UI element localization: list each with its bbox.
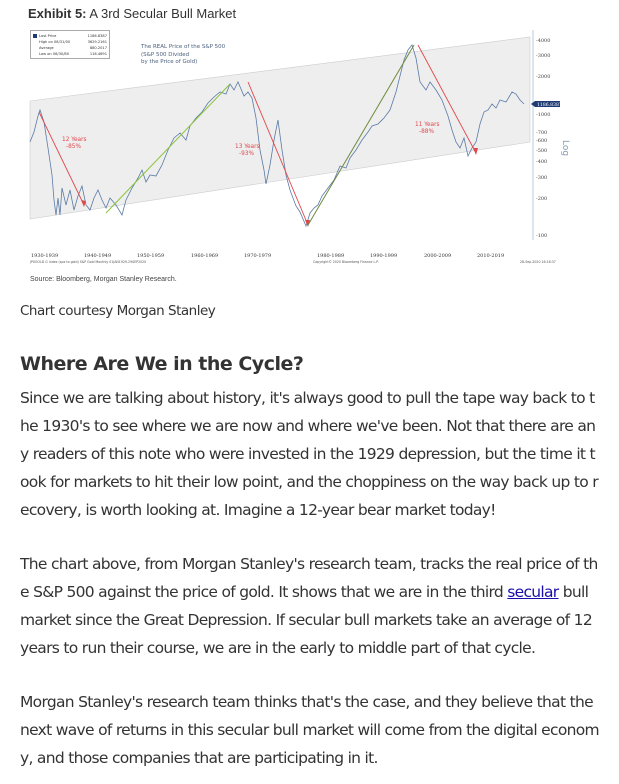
bear-arrow-1930s xyxy=(38,111,86,207)
annotation-88pct: -88% xyxy=(419,129,434,135)
svg-text:1940-1949: 1940-1949 xyxy=(84,253,111,259)
timestamp: 28-Sep-2020 16:18:37 xyxy=(520,260,556,264)
svg-text:-100: -100 xyxy=(536,233,547,239)
svg-text:1990-1999: 1990-1999 xyxy=(370,253,397,259)
bull-trend-1980s xyxy=(307,44,415,226)
svg-text:2010-2019: 2010-2019 xyxy=(477,253,504,259)
chart-legend: Last Price 1186.8387 High on 08/31/00 3629… xyxy=(30,30,110,59)
svg-text:-4000: -4000 xyxy=(536,38,550,44)
svg-text:1960-1969: 1960-1969 xyxy=(191,253,218,259)
exhibit-title-text: A 3rd Secular Bull Market xyxy=(89,6,237,21)
legend-item-last-price: Last Price 1186.8387 xyxy=(33,33,107,39)
section-heading: Where Are We in the Cycle? xyxy=(20,353,304,375)
svg-text:1980-1989: 1980-1989 xyxy=(317,253,344,259)
paragraph-3: Morgan Stanley's research team thinks th… xyxy=(20,693,600,767)
log-axis-label: Log xyxy=(560,140,570,156)
chart-source: Source: Bloomberg, Morgan Stanley Resear… xyxy=(30,276,177,283)
x-axis-labels: 1930-1939 1940-1949 1950-1959 1960-1969 … xyxy=(31,253,504,259)
svg-text:1970-1979: 1970-1979 xyxy=(244,253,271,259)
trend-channel xyxy=(29,36,531,220)
exhibit-label: Exhibit 5: xyxy=(28,6,87,21)
svg-text:1950-1959: 1950-1959 xyxy=(137,253,164,259)
y-ticks: -4000 -3000 -2000 -1000 -700 -600 -500 -… xyxy=(536,38,550,239)
annotation-85pct: -85% xyxy=(66,144,81,150)
legend-item-high: High on 08/31/00 3629.2161 xyxy=(39,40,107,44)
copyright: Copyright© 2020 Bloomberg Finance L.P. xyxy=(313,260,379,264)
svg-text:1186.8387: 1186.8387 xyxy=(537,102,562,108)
chart-credit: Chart courtesy Morgan Stanley xyxy=(20,303,216,319)
svg-text:-3000: -3000 xyxy=(536,53,550,59)
svg-text:-200: -200 xyxy=(536,196,547,202)
chart-plot: 12 Years -85% 13 Years -93% 11 Years -88… xyxy=(29,30,570,264)
price-line xyxy=(29,44,525,228)
annotation-13-years: 13 Years xyxy=(235,144,260,150)
svg-text:-2000: -2000 xyxy=(536,74,550,80)
annotation-93pct: -93% xyxy=(239,151,254,157)
exhibit-title: Exhibit 5: A 3rd Secular Bull Market xyxy=(28,6,236,21)
index-info: JPXGOLD G Index (spx to gold) S&P Gold M… xyxy=(29,260,146,264)
legend-swatch xyxy=(33,34,37,38)
last-price-tag: 1186.8387 xyxy=(531,101,562,108)
svg-text:-600: -600 xyxy=(536,138,547,144)
svg-text:1930-1939: 1930-1939 xyxy=(31,253,58,259)
svg-text:-700: -700 xyxy=(536,130,547,136)
svg-text:-1000: -1000 xyxy=(536,112,550,118)
secular-link[interactable]: secular xyxy=(507,583,559,601)
paragraph-2: The chart above, from Morgan Stanley's r… xyxy=(20,555,598,657)
legend-item-low: Low on 06/30/80 116.4691 xyxy=(39,52,107,56)
svg-text:-300: -300 xyxy=(536,175,547,181)
annotation-11-years: 11 Years xyxy=(415,122,440,128)
bear-arrow-1970s xyxy=(247,81,310,227)
svg-text:2000-2009: 2000-2009 xyxy=(424,253,451,259)
svg-text:-500: -500 xyxy=(536,148,547,154)
bull-trend-1950s xyxy=(105,83,231,214)
annotation-12-years: 12 Years xyxy=(62,137,87,143)
legend-item-average: Average 880.2017 xyxy=(39,46,107,50)
svg-text:-400: -400 xyxy=(536,159,547,165)
paragraph-1: Since we are talking about history, it's… xyxy=(20,389,599,519)
exhibit-chart: Exhibit 5: A 3rd Secular Bull Market 12 … xyxy=(0,0,619,290)
chart-subtitle: The REAL Price of the S&P 500 (S&P 500 D… xyxy=(141,44,226,65)
bear-arrow-2000s xyxy=(417,44,478,155)
